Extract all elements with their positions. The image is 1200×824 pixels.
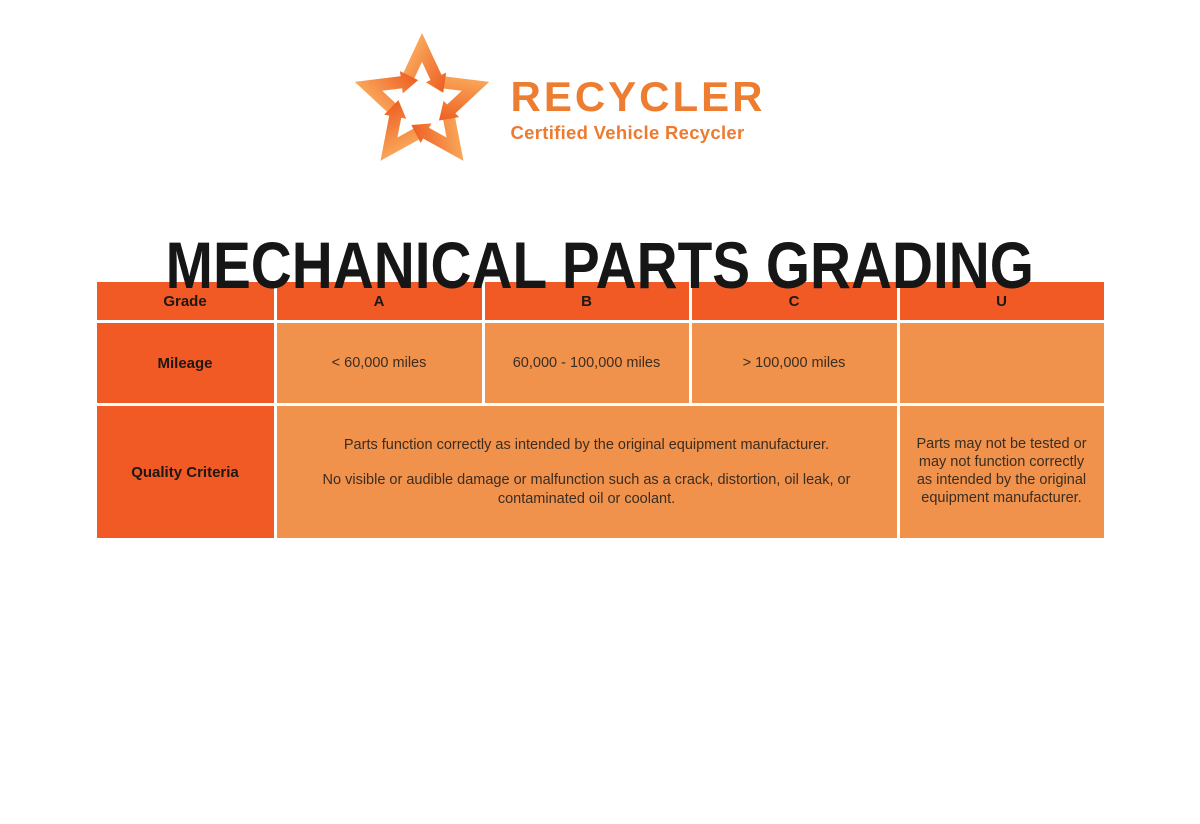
mileage-grade-b: 60,000 - 100,000 miles [481, 320, 692, 406]
page-title: MECHANICAL PARTS GRADING [165, 228, 1035, 303]
table-row-quality: Quality Criteria Parts function correctl… [93, 403, 1107, 541]
table-row-mileage: Mileage < 60,000 miles 60,000 - 100,000 … [93, 320, 1107, 406]
logo: RECYCLER Certified Vehicle Recycler [0, 24, 1154, 176]
logo-tagline: Certified Vehicle Recycler [510, 122, 745, 143]
title-wrap: MECHANICAL PARTS GRADING [0, 188, 1200, 298]
col-header-a: A [273, 279, 485, 323]
col-header-c: C [688, 279, 900, 323]
mileage-grade-u [896, 320, 1107, 406]
table-header-row: Grade A B C U [93, 279, 1107, 323]
mileage-grade-c: > 100,000 miles [688, 320, 900, 406]
poster: RECYCLER Certified Vehicle Recycler MECH… [0, 24, 1200, 824]
logo-name: RECYCLER [510, 73, 766, 120]
mileage-grade-a: < 60,000 miles [273, 320, 485, 406]
row-label-quality: Quality Criteria [93, 403, 277, 541]
recycle-star-icon [355, 33, 490, 161]
row-label-mileage: Mileage [93, 320, 277, 406]
col-header-u: U [896, 279, 1107, 323]
quality-abc-paragraph-2: No visible or audible damage or malfunct… [322, 472, 851, 507]
logo-text: RECYCLER Certified Vehicle Recycler [510, 24, 765, 143]
col-header-grade: Grade [93, 279, 277, 323]
quality-grade-u: Parts may not be tested or may not funct… [896, 403, 1107, 541]
col-header-b: B [481, 279, 692, 323]
grading-table: Grade A B C U Mileage < 60,000 miles 60,… [93, 279, 1107, 541]
quality-grades-abc: Parts function correctly as intended by … [273, 403, 900, 541]
quality-abc-paragraph-1: Parts function correctly as intended by … [343, 436, 830, 453]
